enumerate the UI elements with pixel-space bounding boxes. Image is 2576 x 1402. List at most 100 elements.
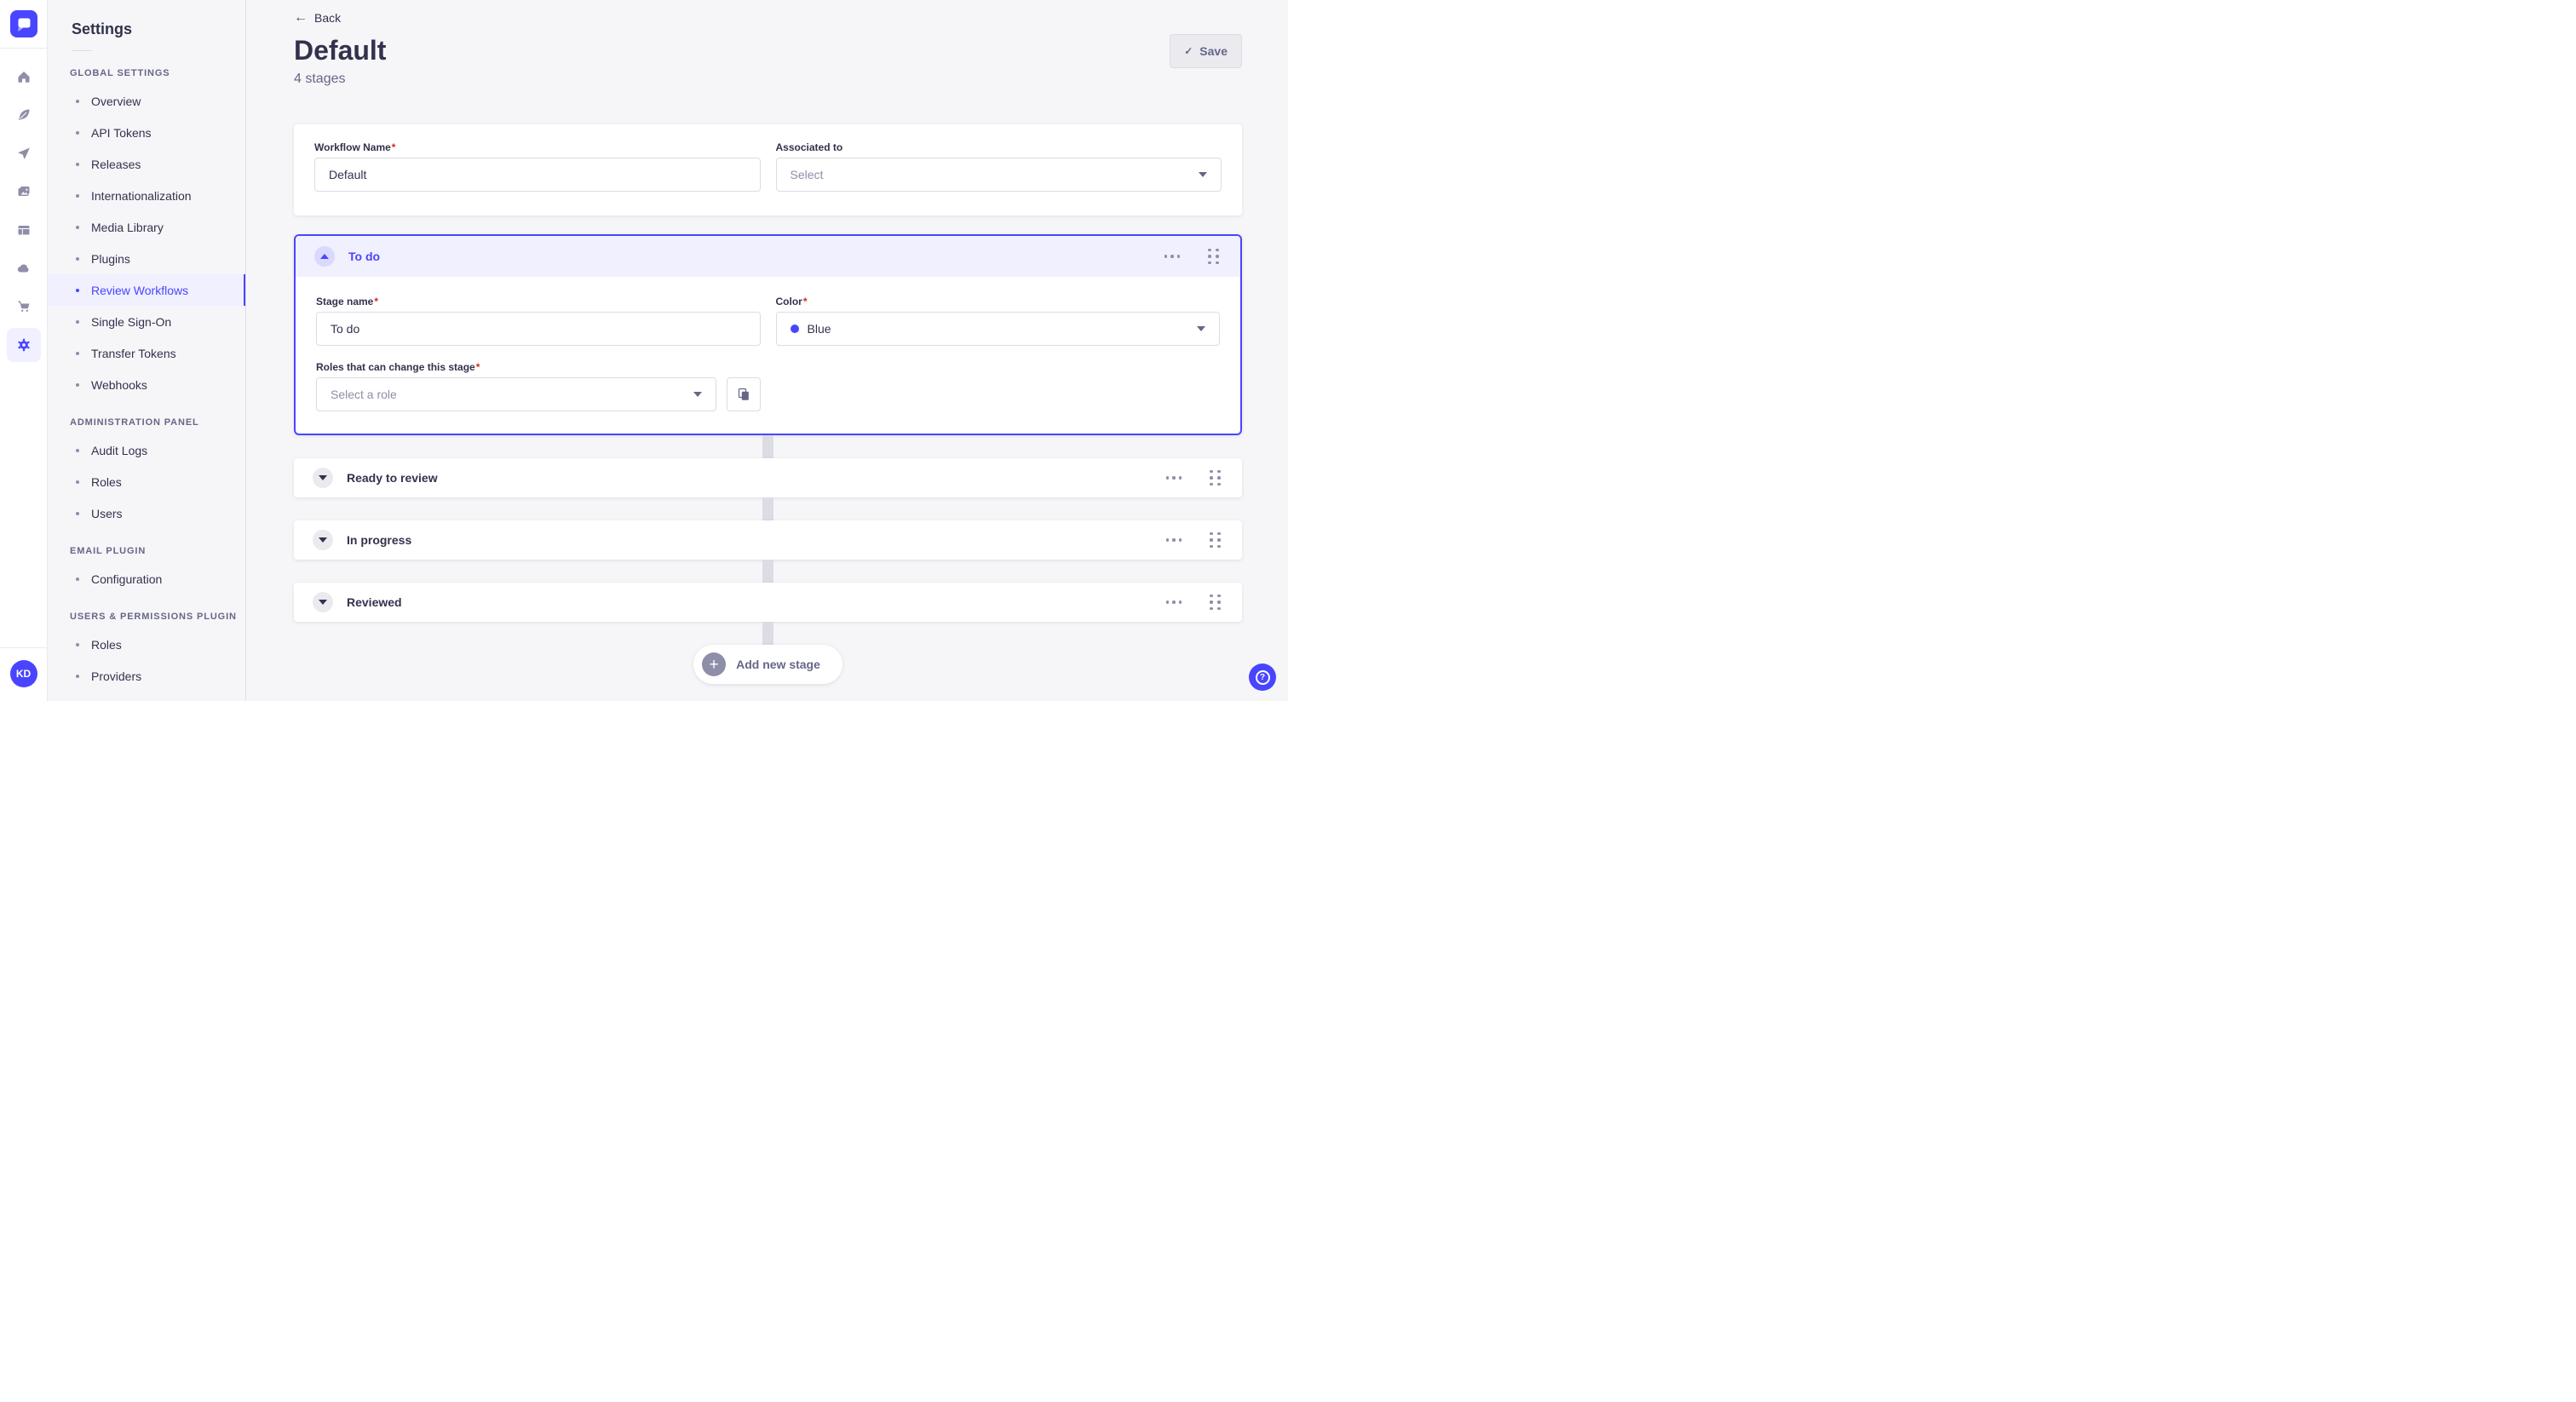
select-placeholder: Select — [790, 168, 824, 181]
bullet-icon — [76, 256, 79, 261]
nav-home[interactable] — [7, 60, 41, 94]
stage-count: 4 stages — [294, 72, 346, 86]
bullet-icon — [76, 193, 79, 198]
chevron-up-icon — [320, 254, 329, 259]
sidebar-item-users[interactable]: Users — [48, 497, 245, 529]
sidebar-title: Settings — [72, 20, 133, 37]
stage-color-select[interactable]: Blue — [775, 312, 1220, 346]
sidebar-item-up-roles[interactable]: Roles — [48, 629, 245, 660]
paper-plane-icon — [17, 147, 30, 159]
bullet-icon — [76, 382, 79, 387]
section-users-permissions-plugin: USERS & PERMISSIONS PLUGIN — [70, 612, 237, 622]
stage-title: In progress — [347, 533, 412, 547]
associated-to-select[interactable]: Select — [775, 158, 1222, 192]
sidebar-item-internationalization[interactable]: Internationalization — [48, 180, 245, 211]
nav-deploy[interactable] — [7, 136, 41, 170]
sidebar-divider — [72, 50, 92, 51]
pictures-icon — [18, 187, 29, 196]
cloud-icon — [17, 264, 28, 273]
nav-cloud[interactable] — [7, 251, 41, 285]
sidebar-item-label: Overview — [91, 94, 141, 108]
app-root: KD Settings GLOBAL SETTINGS Overview API… — [0, 0, 1288, 701]
chevron-down-icon — [319, 475, 327, 480]
rail-divider — [0, 48, 47, 49]
stage-roles-row: Select a role — [316, 377, 761, 411]
nav-content-manager[interactable] — [7, 98, 41, 132]
nav-media-library[interactable] — [7, 175, 41, 209]
sidebar-item-audit-logs[interactable]: Audit Logs — [48, 434, 245, 466]
drag-handle-icon[interactable] — [1207, 592, 1223, 613]
section-administration-panel: ADMINISTRATION PANEL — [70, 417, 199, 428]
strapi-logo[interactable] — [9, 10, 37, 37]
label-text: Workflow Name — [314, 141, 391, 153]
expand-stage-button[interactable] — [313, 530, 333, 550]
stage-roles-field: Roles that can change this stage * Select… — [316, 361, 761, 411]
sidebar-item-label: Audit Logs — [91, 443, 148, 457]
sidebar-item-configuration[interactable]: Configuration — [48, 563, 245, 595]
sidebar-item-single-sign-on[interactable]: Single Sign-On — [48, 306, 245, 337]
bullet-icon — [76, 480, 79, 484]
sidebar-item-admin-roles[interactable]: Roles — [48, 466, 245, 497]
sidebar-item-webhooks[interactable]: Webhooks — [48, 369, 245, 400]
save-button[interactable]: ✓ Save — [1170, 34, 1242, 68]
required-asterisk: * — [391, 141, 396, 153]
workflow-name-label: Workflow Name * — [314, 141, 761, 153]
sidebar-item-label: Review Workflows — [91, 283, 189, 297]
bullet-icon — [76, 99, 79, 103]
collapse-stage-button[interactable] — [314, 246, 335, 267]
stage-title: Reviewed — [347, 595, 402, 609]
nav-marketplace[interactable] — [7, 290, 41, 324]
sidebar-item-releases[interactable]: Releases — [48, 148, 245, 180]
stage-color-label: Color * — [776, 296, 1221, 307]
help-button[interactable]: ? — [1249, 664, 1276, 691]
apply-roles-to-all-stages-button[interactable] — [726, 377, 761, 411]
sidebar-item-label: Releases — [91, 157, 141, 171]
required-asterisk: * — [374, 296, 379, 307]
workflow-name-input[interactable] — [314, 158, 761, 192]
stage-actions — [1161, 246, 1222, 267]
sidebar-item-label: Internationalization — [91, 188, 192, 203]
nav-content-type-builder[interactable] — [7, 213, 41, 247]
stage-connector — [762, 435, 773, 458]
add-new-stage-button[interactable]: + Add new stage — [693, 645, 842, 684]
sidebar-item-plugins[interactable]: Plugins — [48, 243, 245, 274]
main-nav-rail: KD — [0, 0, 48, 701]
expand-stage-button[interactable] — [313, 592, 333, 612]
stage-roles-label: Roles that can change this stage * — [316, 361, 761, 373]
drag-handle-icon[interactable] — [1207, 530, 1223, 551]
stage-name-input[interactable] — [316, 312, 761, 346]
stage-more-menu-button[interactable] — [1163, 473, 1186, 483]
stage-more-menu-button[interactable] — [1163, 535, 1186, 545]
home-icon — [18, 72, 29, 83]
stage-more-menu-button[interactable] — [1161, 251, 1184, 261]
expand-stage-button[interactable] — [313, 468, 333, 488]
user-avatar[interactable]: KD — [9, 660, 37, 687]
sidebar-item-overview[interactable]: Overview — [48, 85, 245, 117]
color-swatch-blue — [790, 325, 799, 333]
sidebar-item-review-workflows[interactable]: Review Workflows — [48, 274, 245, 306]
stage-more-menu-button[interactable] — [1163, 597, 1186, 607]
sidebar-item-providers[interactable]: Providers — [48, 660, 245, 692]
question-mark-icon: ? — [1255, 669, 1270, 685]
rail-bottom: KD — [0, 637, 47, 701]
stage-list: To do Stage name* Col — [294, 234, 1242, 684]
drag-handle-icon[interactable] — [1207, 468, 1223, 489]
sidebar-item-api-tokens[interactable]: API Tokens — [48, 117, 245, 148]
nav-settings[interactable] — [6, 328, 41, 362]
stage-body: Stage name* Color* Blue — [296, 277, 1240, 434]
save-label: Save — [1199, 44, 1228, 58]
check-icon: ✓ — [1184, 45, 1193, 57]
stage-roles-select[interactable]: Select a role — [316, 377, 716, 411]
sidebar-item-transfer-tokens[interactable]: Transfer Tokens — [48, 337, 245, 369]
sidebar-item-label: Media Library — [91, 220, 164, 234]
sidebar-item-media-library[interactable]: Media Library — [48, 211, 245, 243]
back-link[interactable]: ← Back — [294, 10, 341, 26]
chevron-down-icon — [1199, 172, 1207, 177]
page-title: Default — [294, 35, 387, 66]
settings-sidebar: Settings GLOBAL SETTINGS Overview API To… — [48, 0, 246, 701]
duplicate-copy-icon — [738, 388, 749, 400]
stage-connector — [762, 622, 773, 645]
add-stage-label: Add new stage — [736, 658, 820, 671]
stage-actions — [1163, 468, 1224, 489]
drag-handle-icon[interactable] — [1205, 246, 1222, 267]
